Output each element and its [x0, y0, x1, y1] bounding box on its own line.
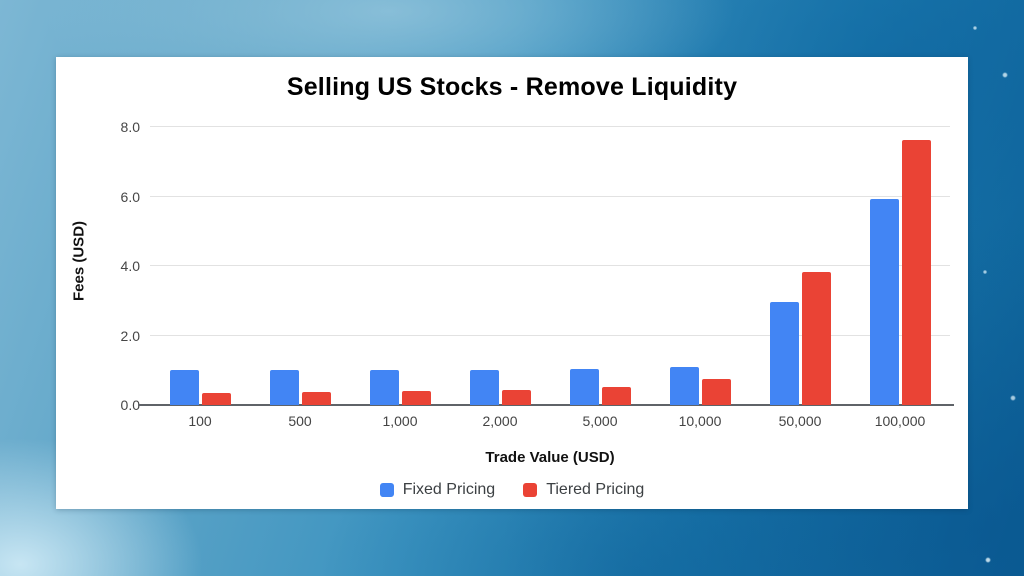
x-tick-label: 2,000 [482, 413, 518, 429]
bar-fixed-pricing [869, 199, 899, 405]
legend-item-tiered-pricing: Tiered Pricing [523, 481, 644, 499]
bar-fixed-pricing [569, 369, 599, 405]
gridline [150, 265, 950, 267]
bar-tiered-pricing [601, 387, 631, 405]
y-tick-label: 8.0 [120, 119, 140, 136]
bar-fixed-pricing [769, 302, 799, 405]
bar-fixed-pricing [269, 370, 299, 405]
legend-swatch-icon [523, 483, 538, 497]
bar-group [269, 370, 331, 405]
legend-label: Tiered Pricing [546, 481, 645, 498]
y-tick-label: 2.0 [120, 327, 140, 344]
gridline [150, 195, 950, 197]
bar-group [669, 367, 731, 405]
chart-title: Selling US Stocks - Remove Liquidity [286, 73, 738, 101]
x-tick-label: 100 [188, 413, 212, 429]
y-tick-label: 4.0 [120, 258, 140, 275]
legend-item-fixed-pricing: Fixed Pricing [379, 481, 496, 499]
bar-fixed-pricing [669, 367, 699, 405]
legend: Fixed Pricing Tiered Pricing [56, 481, 968, 499]
x-tick-label: 5,000 [582, 413, 618, 429]
x-tick-label: 10,000 [678, 413, 722, 429]
bar-group [769, 272, 831, 405]
x-tick-label: 50,000 [778, 413, 822, 429]
x-axis-title: Trade Value (USD) [485, 449, 615, 466]
x-tick-label: 1,000 [382, 413, 418, 429]
bar-group [369, 370, 431, 405]
bar-tiered-pricing [901, 140, 931, 405]
bar-group [169, 370, 231, 405]
x-tick-label: 100,000 [874, 413, 926, 429]
legend-swatch-icon [379, 483, 394, 497]
bar-fixed-pricing [169, 370, 199, 405]
gridline [150, 334, 950, 336]
y-tick-label: 6.0 [120, 188, 140, 205]
bar-tiered-pricing [301, 392, 331, 405]
bar-fixed-pricing [469, 370, 499, 405]
bar-tiered-pricing [401, 391, 431, 405]
bar-tiered-pricing [201, 393, 231, 405]
bar-tiered-pricing [701, 379, 731, 405]
bar-group [869, 140, 931, 405]
bar-tiered-pricing [501, 390, 531, 405]
bar-group [569, 369, 631, 405]
gridline [150, 126, 950, 128]
y-axis-title: Fees (USD) [70, 220, 88, 302]
bar-group [469, 370, 531, 405]
bar-tiered-pricing [801, 272, 831, 405]
bar-fixed-pricing [369, 370, 399, 405]
chart-card: Selling US Stocks - Remove Liquidity Fee… [56, 57, 968, 509]
plot-area: 0.0 2.0 4.0 6.0 8.0 100 500 1,000 2,000 5,000 10,0… [121, 117, 954, 429]
y-tick-label: 0.0 [120, 397, 140, 413]
x-tick-label: 500 [288, 413, 312, 429]
legend-label: Fixed Pricing [402, 481, 496, 498]
x-axis-line [138, 404, 954, 406]
